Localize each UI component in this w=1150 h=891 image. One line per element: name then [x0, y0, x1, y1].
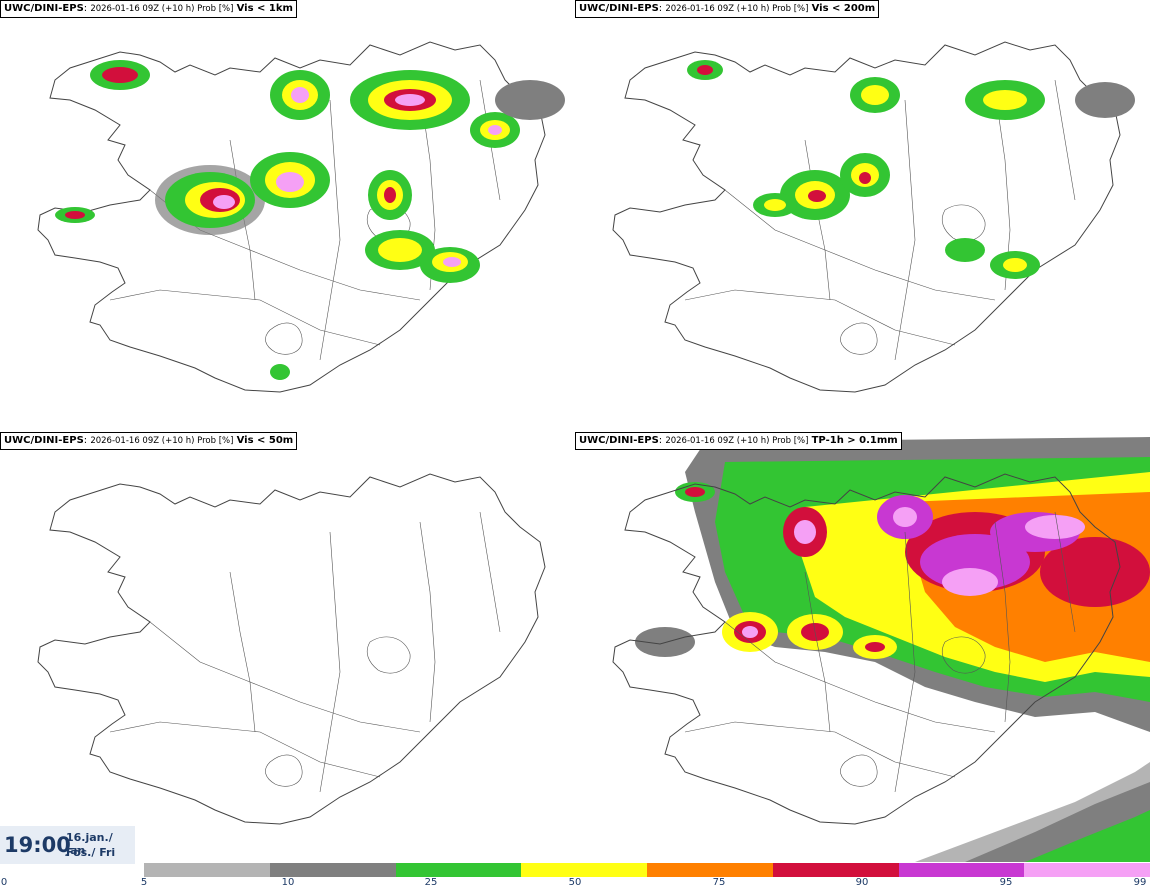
colorbar-segment — [144, 863, 270, 877]
valid-time: 19:00 — [4, 833, 71, 857]
model-name: UWC/DINI-EPS — [579, 435, 659, 446]
colorbar — [144, 863, 1150, 877]
valid-day: Fös./ Fri — [66, 846, 116, 859]
panel-tp-1h: UWC/DINI-EPS: 2026-01-16 09Z (+10 h) Pro… — [575, 432, 1150, 862]
run-info: 2026-01-16 09Z (+10 h) Prob [%] — [665, 4, 809, 14]
colorbar-segment — [1024, 863, 1150, 877]
panel-title: UWC/DINI-EPS: 2026-01-16 09Z (+10 h) Pro… — [0, 0, 297, 18]
variable-name: Vis < 1km — [236, 3, 293, 14]
valid-time-box: 19:00 16.jan./ Jan Fös./ Fri — [0, 826, 135, 864]
colorbar-tick: 5 — [140, 877, 148, 888]
run-info: 2026-01-16 09Z (+10 h) Prob [%] — [90, 4, 234, 14]
map-canvas — [612, 41, 1135, 393]
panel-vis-50m: UWC/DINI-EPS: 2026-01-16 09Z (+10 h) Pro… — [0, 432, 575, 862]
colorbar-tick: 95 — [999, 877, 1013, 888]
valid-date: 16.jan./ Jan — [66, 831, 113, 857]
run-info: 2026-01-16 09Z (+10 h) Prob [%] — [90, 436, 234, 446]
colorbar-tick: 75 — [712, 877, 726, 888]
map-canvas — [37, 473, 546, 825]
model-name: UWC/DINI-EPS — [579, 3, 659, 14]
precip-field — [635, 437, 1150, 862]
model-name: UWC/DINI-EPS — [4, 435, 84, 446]
colorbar-tick: 99 — [1133, 877, 1147, 888]
panel-vis-1km: UWC/DINI-EPS: 2026-01-16 09Z (+10 h) Pro… — [0, 0, 575, 430]
model-name: UWC/DINI-EPS — [4, 3, 84, 14]
colorbar-tick: 10 — [281, 877, 295, 888]
variable-name: Vis < 200m — [811, 3, 876, 14]
map-canvas — [612, 437, 1150, 862]
panel-title: UWC/DINI-EPS: 2026-01-16 09Z (+10 h) Pro… — [575, 0, 880, 18]
panel-title: UWC/DINI-EPS: 2026-01-16 09Z (+10 h) Pro… — [575, 432, 902, 450]
colorbar-segment — [521, 863, 647, 877]
panel-vis-200m: UWC/DINI-EPS: 2026-01-16 09Z (+10 h) Pro… — [575, 0, 1150, 430]
colorbar-tick: 50 — [568, 877, 582, 888]
colorbar-segment — [772, 863, 899, 877]
colorbar-segment — [269, 863, 396, 877]
run-info: 2026-01-16 09Z (+10 h) Prob [%] — [665, 436, 809, 446]
colorbar-segment — [898, 863, 1025, 877]
colorbar-tick: 25 — [424, 877, 438, 888]
map-canvas — [37, 41, 565, 393]
colorbar-tick: 0 — [0, 877, 8, 888]
probability-blobs — [55, 60, 565, 380]
variable-name: TP-1h > 0.1mm — [811, 435, 898, 446]
variable-name: Vis < 50m — [236, 435, 294, 446]
panel-title: UWC/DINI-EPS: 2026-01-16 09Z (+10 h) Pro… — [0, 432, 298, 450]
colorbar-tick: 90 — [855, 877, 869, 888]
colorbar-segment — [395, 863, 522, 877]
probability-blobs — [687, 60, 1135, 279]
colorbar-segment — [647, 863, 773, 877]
